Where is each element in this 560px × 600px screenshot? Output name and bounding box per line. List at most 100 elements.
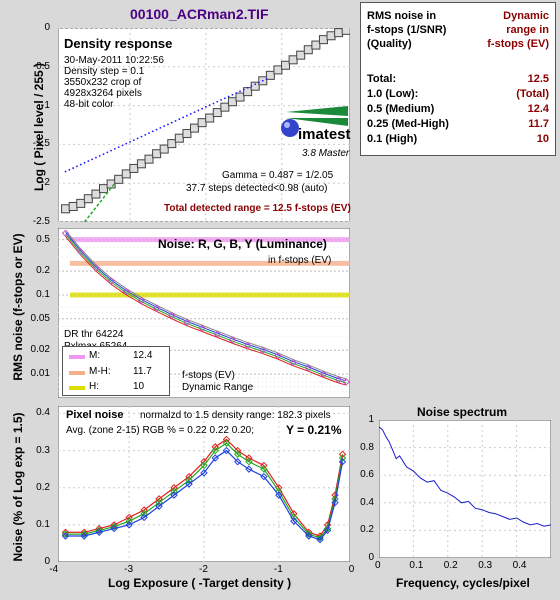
pixel-marker xyxy=(170,491,178,499)
table-header-line: range in xyxy=(506,24,549,36)
pixel-marker xyxy=(260,472,268,481)
density-point xyxy=(212,108,222,118)
density-dot xyxy=(140,135,143,138)
pixel-marker xyxy=(338,458,347,466)
steps-text: 37.7 steps detected<0.98 (auto) xyxy=(186,183,328,194)
noise-marker xyxy=(319,370,328,378)
pixel-marker xyxy=(260,461,268,470)
density-dot xyxy=(239,90,241,93)
pixel-xtick: -4 xyxy=(49,564,59,575)
row-value: 11.7 xyxy=(528,118,549,130)
legend-value: 12.4 xyxy=(133,350,153,361)
pixel-marker xyxy=(61,528,70,536)
density-point xyxy=(197,118,207,128)
density-dot xyxy=(110,149,112,152)
density-dot xyxy=(121,144,124,147)
density-point xyxy=(205,113,215,123)
density-point xyxy=(220,102,230,112)
spectrum-ytick: 1 xyxy=(368,414,374,425)
noise-ytick: 0.5 xyxy=(36,233,50,245)
density-dot xyxy=(186,114,188,117)
pixel-curves xyxy=(61,435,347,544)
density-dot xyxy=(163,125,166,128)
density-dot xyxy=(204,106,207,108)
noise-ytick: 0.1 xyxy=(36,288,50,300)
spectrum-ytick: 0.8 xyxy=(360,441,374,453)
density-point xyxy=(341,28,350,35)
density-point xyxy=(190,123,200,133)
density-point xyxy=(235,92,245,102)
pixel-marker xyxy=(245,465,253,473)
noise-marker xyxy=(183,318,191,327)
spectrum-ytick: 0 xyxy=(368,552,374,563)
density-ytick: -1 xyxy=(41,99,50,111)
density-point xyxy=(129,163,139,173)
pixel-avg: Avg. (zone 2-15) RGB % = 0.22 0.22 0.20; xyxy=(66,425,254,436)
density-dot xyxy=(106,151,109,154)
pixel-marker xyxy=(80,528,88,536)
density-dot xyxy=(201,107,204,110)
density-grid xyxy=(58,28,350,222)
noise-marker xyxy=(228,336,237,344)
noise-marker xyxy=(122,287,130,296)
row-label: 0.5 (Medium) xyxy=(367,103,435,115)
pixel-marker xyxy=(323,524,332,533)
pixel-grid xyxy=(58,406,350,562)
density-dot xyxy=(235,92,238,94)
density-point xyxy=(68,201,78,211)
brand-sub: 3.8 Master xyxy=(302,148,350,159)
density-point xyxy=(281,60,291,70)
noise-subtitle: in f-stops (EV) xyxy=(268,255,332,266)
legend-label: H: xyxy=(89,381,99,392)
density-point xyxy=(303,45,313,55)
table-header-line: Dynamic xyxy=(503,10,549,22)
pixel-marker xyxy=(233,458,242,466)
row-value: 12.5 xyxy=(527,73,549,85)
spectrum-ytick: 0.6 xyxy=(360,469,374,481)
pixel-marker xyxy=(155,502,163,510)
noise-ytick: 0.05 xyxy=(30,312,50,324)
spectrum-xtick: 0.4 xyxy=(512,560,527,571)
spectrum-ytick: 0.2 xyxy=(360,524,374,536)
noise-curves xyxy=(61,229,350,386)
spectrum-title: Noise spectrum xyxy=(417,405,508,419)
density-point xyxy=(243,87,253,97)
density-info-line: 30-May-2011 10:22:56 xyxy=(64,55,164,66)
density-dot xyxy=(95,156,97,159)
pixel-marker xyxy=(233,450,242,458)
legend-swatch xyxy=(69,371,85,375)
page-title: 00100_ACRman2.TIF xyxy=(130,6,269,22)
table-header-line: f-stops (EV) xyxy=(487,38,549,50)
pixel-marker xyxy=(95,524,103,533)
density-ytick: -2 xyxy=(41,177,50,189)
legend-swatch xyxy=(69,355,85,359)
pixel-xtick: -2 xyxy=(199,564,208,575)
density-dot xyxy=(129,140,131,143)
density-ytick: 0 xyxy=(44,22,50,33)
pixel-marker xyxy=(260,465,268,473)
noise-marker xyxy=(213,330,221,338)
density-point xyxy=(334,28,344,38)
density-dot xyxy=(220,99,222,101)
spectrum-xtick: 0.3 xyxy=(478,560,493,571)
pixel-marker xyxy=(200,461,208,470)
density-dot xyxy=(231,93,234,96)
pixel-ytick: 0 xyxy=(44,556,50,567)
pixel-marker xyxy=(305,530,313,538)
density-dot xyxy=(113,147,116,150)
density-point xyxy=(106,179,116,189)
noise-title: Noise: R, G, B, Y (Luminance) xyxy=(158,237,327,251)
density-curve xyxy=(61,28,350,214)
spectrum-xlabel: Frequency, cycles/pixel xyxy=(396,576,530,590)
spectrum-xtick: 0 xyxy=(375,560,381,571)
pixel-marker xyxy=(211,454,219,462)
legend-label: M: xyxy=(89,350,101,361)
results-table: RMS noise in f-stops (1/SNR) (Quality) D… xyxy=(360,2,556,156)
noise-marker xyxy=(304,364,312,372)
pixel-marker xyxy=(185,480,193,488)
density-dot xyxy=(72,167,75,169)
density-info-line: 4928x3264 pixels xyxy=(64,88,142,99)
pixel-series-B xyxy=(65,449,344,541)
density-point xyxy=(311,40,321,50)
density-dot xyxy=(79,163,82,166)
